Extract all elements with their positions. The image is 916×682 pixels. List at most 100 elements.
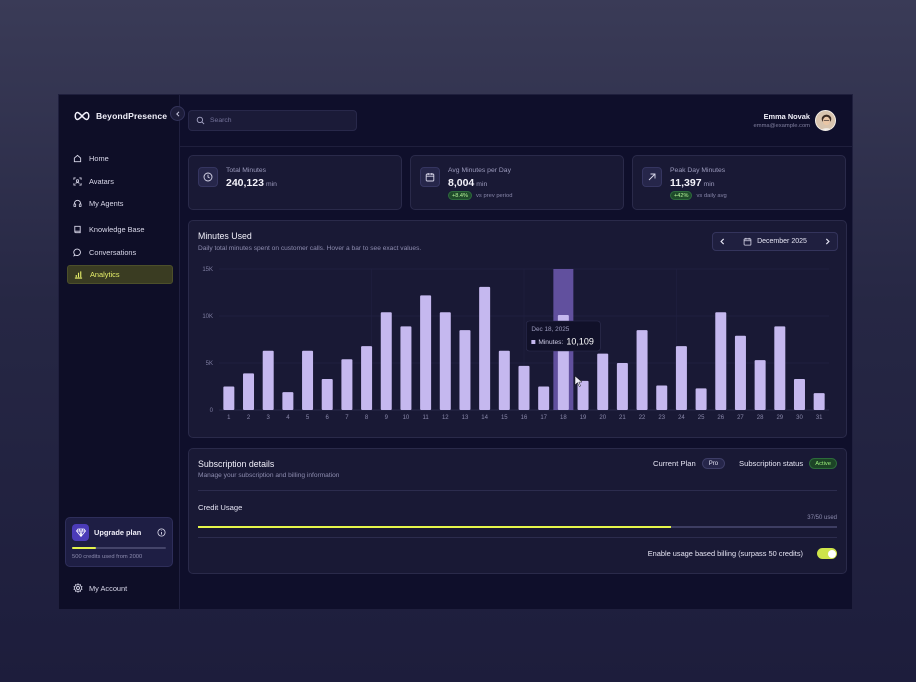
x-tick-label: 6 [326, 415, 330, 421]
bar-chart-icon [74, 271, 83, 280]
chat-bubble-icon [73, 248, 81, 257]
sidebar-item-avatars[interactable]: Avatars [67, 172, 173, 191]
bar-day-5[interactable] [302, 350, 314, 410]
chart-title: Minutes Used [198, 231, 252, 241]
info-icon[interactable] [157, 528, 166, 537]
chevron-right-icon[interactable] [824, 238, 831, 245]
toggle-knob [827, 549, 836, 558]
user-profile[interactable]: Emma Novak emma@example.com [754, 110, 836, 131]
stat-unit: min [265, 181, 277, 188]
bar-day-7[interactable] [341, 359, 353, 410]
bar-day-31[interactable] [813, 393, 825, 410]
upgrade-plan-label: Upgrade plan [94, 528, 142, 537]
delta-note: vs prev period [476, 192, 513, 199]
credits-progress-fill [72, 547, 96, 549]
sidebar-item-conversations[interactable]: Conversations [67, 243, 173, 262]
bar-day-25[interactable] [695, 388, 707, 410]
bar-day-21[interactable] [616, 363, 628, 410]
bar-day-3[interactable] [262, 350, 274, 410]
sidebar-item-agents[interactable]: My Agents [67, 194, 173, 213]
bar-day-14[interactable] [479, 286, 491, 410]
sidebar-item-home[interactable]: Home [67, 149, 173, 168]
bar-day-30[interactable] [793, 378, 805, 410]
search-input[interactable] [210, 117, 350, 124]
bar-day-16[interactable] [518, 365, 530, 410]
sidebar-item-knowledge-base[interactable]: Knowledge Base [67, 220, 173, 239]
bar-day-26[interactable] [715, 312, 727, 410]
my-account-label: My Account [89, 583, 128, 593]
x-tick-label: 24 [678, 415, 685, 421]
credit-usage-fill [198, 526, 671, 528]
collapse-sidebar-button[interactable] [170, 106, 185, 121]
app-window: BeyondPresence Home Avatars My Agents Kn… [58, 94, 853, 610]
month-label[interactable]: December 2025 [757, 238, 807, 245]
chevron-left-icon [175, 110, 179, 117]
y-tick-label: 15K [202, 267, 213, 273]
stat-unit: min [476, 181, 488, 188]
infinity-logo-icon [74, 111, 90, 121]
sidebar-item-label: Conversations [89, 247, 137, 257]
y-tick-label: 0 [210, 408, 214, 414]
x-tick-label: 16 [521, 415, 528, 421]
chevron-left-icon[interactable] [719, 238, 726, 245]
stat-value: 11,397 [670, 177, 702, 189]
x-tick-label: 22 [639, 415, 646, 421]
my-account-link[interactable]: My Account [73, 583, 127, 593]
bar-day-24[interactable] [675, 346, 687, 410]
avatar[interactable] [815, 110, 836, 131]
bar-day-20[interactable] [597, 353, 609, 410]
divider [198, 490, 837, 491]
x-tick-label: 19 [580, 415, 587, 421]
stats-row: Total Minutes 240,123 min Avg Minutes per… [188, 155, 846, 210]
sidebar: BeyondPresence Home Avatars My Agents Kn… [59, 95, 180, 609]
x-tick-label: 15 [501, 415, 508, 421]
diamond-icon [72, 524, 89, 541]
bar-day-2[interactable] [243, 373, 255, 410]
x-tick-label: 5 [306, 415, 310, 421]
headset-icon [73, 200, 82, 208]
stat-value: 8,004 [448, 177, 475, 189]
x-tick-label: 14 [481, 415, 488, 421]
bar-day-10[interactable] [400, 326, 412, 410]
bar-day-12[interactable] [439, 312, 451, 410]
bar-day-6[interactable] [321, 378, 333, 410]
bar-day-22[interactable] [636, 330, 648, 410]
search-box[interactable] [188, 110, 357, 131]
top-bar: Emma Novak emma@example.com [180, 95, 852, 147]
bar-day-28[interactable] [754, 360, 766, 410]
bar-day-29[interactable] [774, 326, 786, 410]
y-tick-label: 10K [202, 314, 213, 320]
brand-logo[interactable]: BeyondPresence [73, 111, 167, 121]
current-plan-label: Current Plan [653, 459, 696, 468]
sidebar-item-label: Knowledge Base [89, 225, 145, 235]
usage-billing-toggle[interactable] [817, 548, 837, 559]
bar-day-4[interactable] [282, 392, 294, 410]
credit-usage-count: 37/50 used [807, 515, 837, 521]
bar-day-17[interactable] [538, 386, 550, 411]
bar-day-13[interactable] [459, 330, 471, 410]
bar-day-9[interactable] [380, 312, 392, 410]
clock-icon [198, 167, 218, 187]
gear-icon [73, 583, 83, 593]
bar-day-19[interactable] [577, 380, 589, 410]
stat-value: 240,123 [226, 177, 264, 189]
bar-day-23[interactable] [656, 385, 668, 410]
tooltip-value: 10,109 [566, 337, 594, 347]
bar-day-15[interactable] [498, 350, 510, 410]
upgrade-plan-card[interactable]: Upgrade plan 500 credits used from 2000 [65, 517, 173, 567]
sidebar-item-label: Home [89, 154, 109, 163]
credits-used-note: 500 credits used from 2000 [72, 554, 143, 560]
sidebar-item-analytics[interactable]: Analytics [67, 265, 173, 285]
brand-name: BeyondPresence [96, 111, 168, 121]
search-icon [196, 116, 205, 125]
bar-day-1[interactable] [223, 386, 235, 411]
bar-day-8[interactable] [361, 346, 373, 410]
x-tick-label: 30 [796, 415, 803, 421]
plan-status-group: Current Plan Pro Subscription status Act… [653, 458, 837, 469]
x-tick-label: 2 [247, 415, 251, 421]
user-name: Emma Novak [763, 112, 810, 121]
x-tick-label: 25 [698, 415, 705, 421]
delta-badge: +8.4% [448, 191, 473, 200]
bar-day-11[interactable] [420, 295, 432, 410]
bar-day-27[interactable] [734, 335, 746, 410]
